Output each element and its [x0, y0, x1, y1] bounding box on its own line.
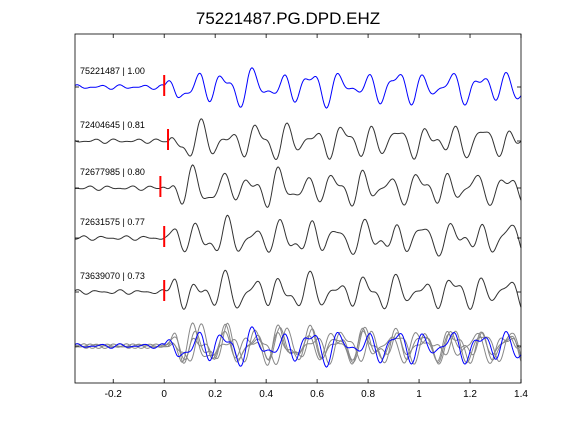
x-tick-label-1: 0 — [161, 389, 167, 400]
trace-4-label: 72631575 | 0.77 — [80, 217, 145, 227]
trace-3: 72677985 | 0.80 — [74, 164, 522, 208]
trace-5: 73639070 | 0.73 — [74, 269, 522, 310]
stacked-overlay-layer — [74, 322, 522, 368]
x-tick-label-8: 1.4 — [514, 389, 528, 400]
trace-3-waveform — [74, 164, 522, 208]
trace-1-waveform — [74, 67, 522, 109]
trace-2: 72404645 | 0.81 — [74, 118, 522, 161]
x-tick-label-0: -0.2 — [105, 389, 123, 400]
x-axis: -0.2 0 0.2 0.4 0.6 0.8 1 1.2 1.4 — [105, 34, 528, 400]
chart-title: 75221487.PG.DPD.EHZ — [196, 9, 380, 28]
x-tick-label-2: 0.2 — [208, 389, 222, 400]
x-tick-label-3: 0.4 — [259, 389, 273, 400]
x-tick-label-5: 0.8 — [361, 389, 375, 400]
x-tick-label-6: 1 — [416, 389, 422, 400]
trace-1-label: 75221487 | 1.00 — [80, 66, 145, 76]
traces-layer: 75221487 | 1.00 72404645 | 0.81 72677985 |… — [74, 66, 522, 310]
trace-4-waveform — [75, 214, 522, 257]
trace-4: 72631575 | 0.77 — [75, 214, 522, 257]
trace-5-label: 73639070 | 0.73 — [80, 271, 145, 281]
plot-frame — [74, 33, 522, 384]
trace-1: 75221487 | 1.00 — [74, 66, 522, 109]
trace-5-waveform — [74, 269, 522, 310]
trace-2-label: 72404645 | 0.81 — [80, 120, 145, 130]
x-tick-label-4: 0.6 — [310, 389, 324, 400]
stack-trace-reference — [74, 326, 522, 368]
trace-2-waveform — [74, 118, 522, 161]
trace-3-label: 72677985 | 0.80 — [80, 167, 145, 177]
x-tick-label-7: 1.2 — [463, 389, 477, 400]
